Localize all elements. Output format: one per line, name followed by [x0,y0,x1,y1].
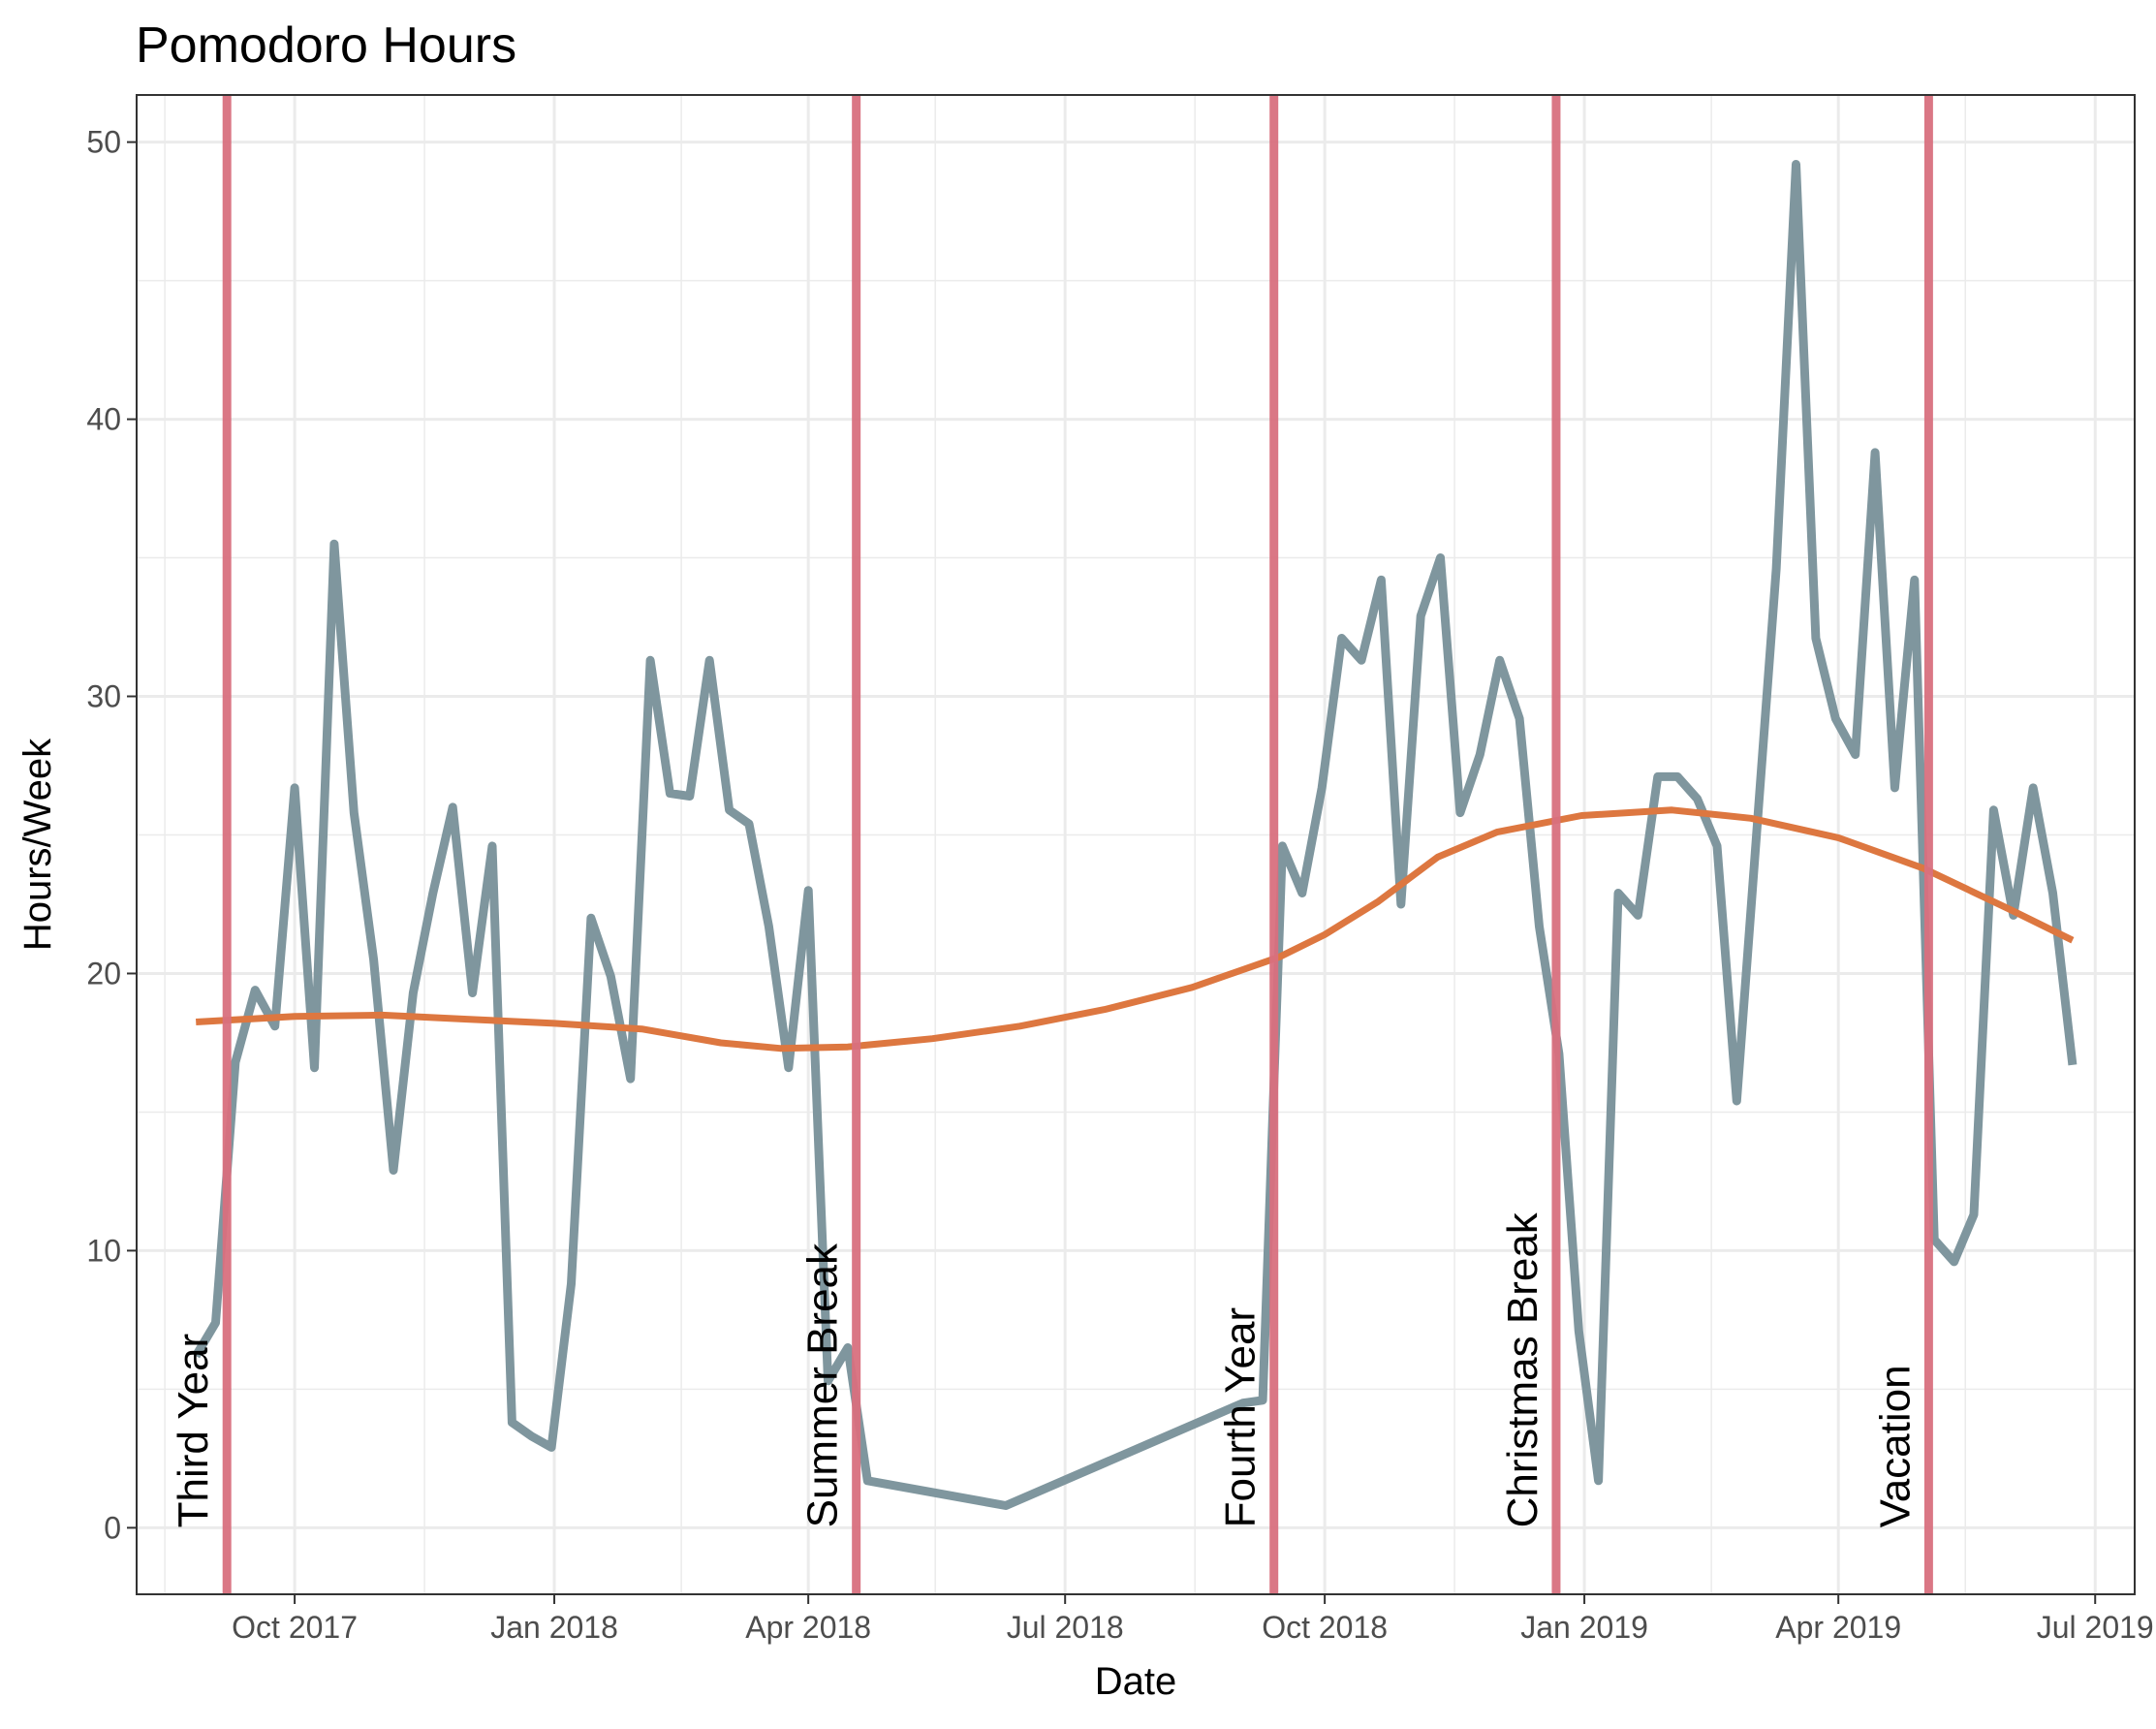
y-axis: 0 10 20 30 40 50 [86,125,137,1545]
event-label: Summer Break [799,1242,847,1527]
smoothed-trend-line [196,806,2075,1053]
y-tick-label: 40 [86,402,121,437]
event-label: Third Year [170,1334,217,1528]
x-axis: Oct 2017 Jan 2018 Apr 2018 Jul 2018 Oct 2018… [232,1594,2154,1645]
event-lines-layer [222,95,1933,1594]
plot-panel [137,95,2135,1594]
x-tick-label: Apr 2019 [1775,1610,1901,1645]
y-axis-title: Hours/Week [16,738,59,951]
x-tick-label: Jan 2018 [490,1610,618,1645]
y-tick-label: 20 [86,956,121,990]
event-label: Fourth Year [1217,1307,1265,1528]
minor-gridlines [137,95,2135,1594]
plot-panel-border [136,94,2136,1595]
event-label: Christmas Break [1499,1211,1547,1527]
x-tick-label: Jul 2018 [1007,1610,1124,1645]
x-tick-label: Jan 2019 [1520,1610,1648,1645]
event-labels-layer: Third Year Summer Break Fourth Year Christm… [170,1211,1919,1527]
series-layer [192,160,2078,1510]
x-axis-title: Date [1095,1660,1177,1703]
y-tick-label: 10 [86,1233,121,1268]
x-tick-label: Jul 2019 [2037,1610,2154,1645]
event-label: Vacation [1871,1365,1919,1527]
y-tick-label: 0 [104,1510,121,1545]
x-tick-label: Apr 2018 [745,1610,871,1645]
weekly-hours-line [192,160,2078,1510]
y-tick-label: 30 [86,679,121,714]
x-tick-label: Oct 2018 [1262,1610,1388,1645]
y-tick-label: 50 [86,125,121,160]
x-tick-label: Oct 2017 [232,1610,358,1645]
chart-title: Pomodoro Hours [136,17,516,74]
